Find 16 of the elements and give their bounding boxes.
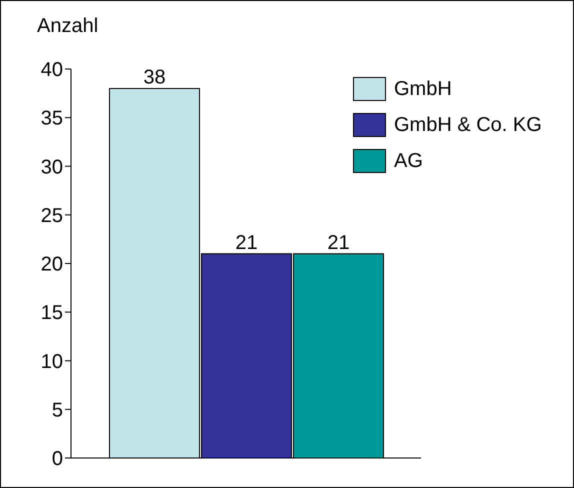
y-tick-label: 35 [40,108,63,130]
legend-label: GmbH [394,78,452,100]
y-tick-label: 10 [40,350,63,373]
y-tick-label: 40 [40,59,63,82]
data-label: 21 [327,232,350,254]
y-tick-label: 25 [40,204,63,227]
y-axis-title: Anzahl [37,15,98,38]
y-tick-label: 5 [52,399,63,422]
legend-label: GmbH & Co. KG [394,114,542,136]
y-tick-label: 15 [40,302,63,324]
data-label: 38 [143,66,166,88]
y-tick-label: 20 [40,254,63,276]
legend-label: AG [394,150,423,172]
y-tick-label: 30 [40,156,63,178]
data-label: 21 [235,232,258,254]
y-tick-label: 0 [52,448,63,470]
